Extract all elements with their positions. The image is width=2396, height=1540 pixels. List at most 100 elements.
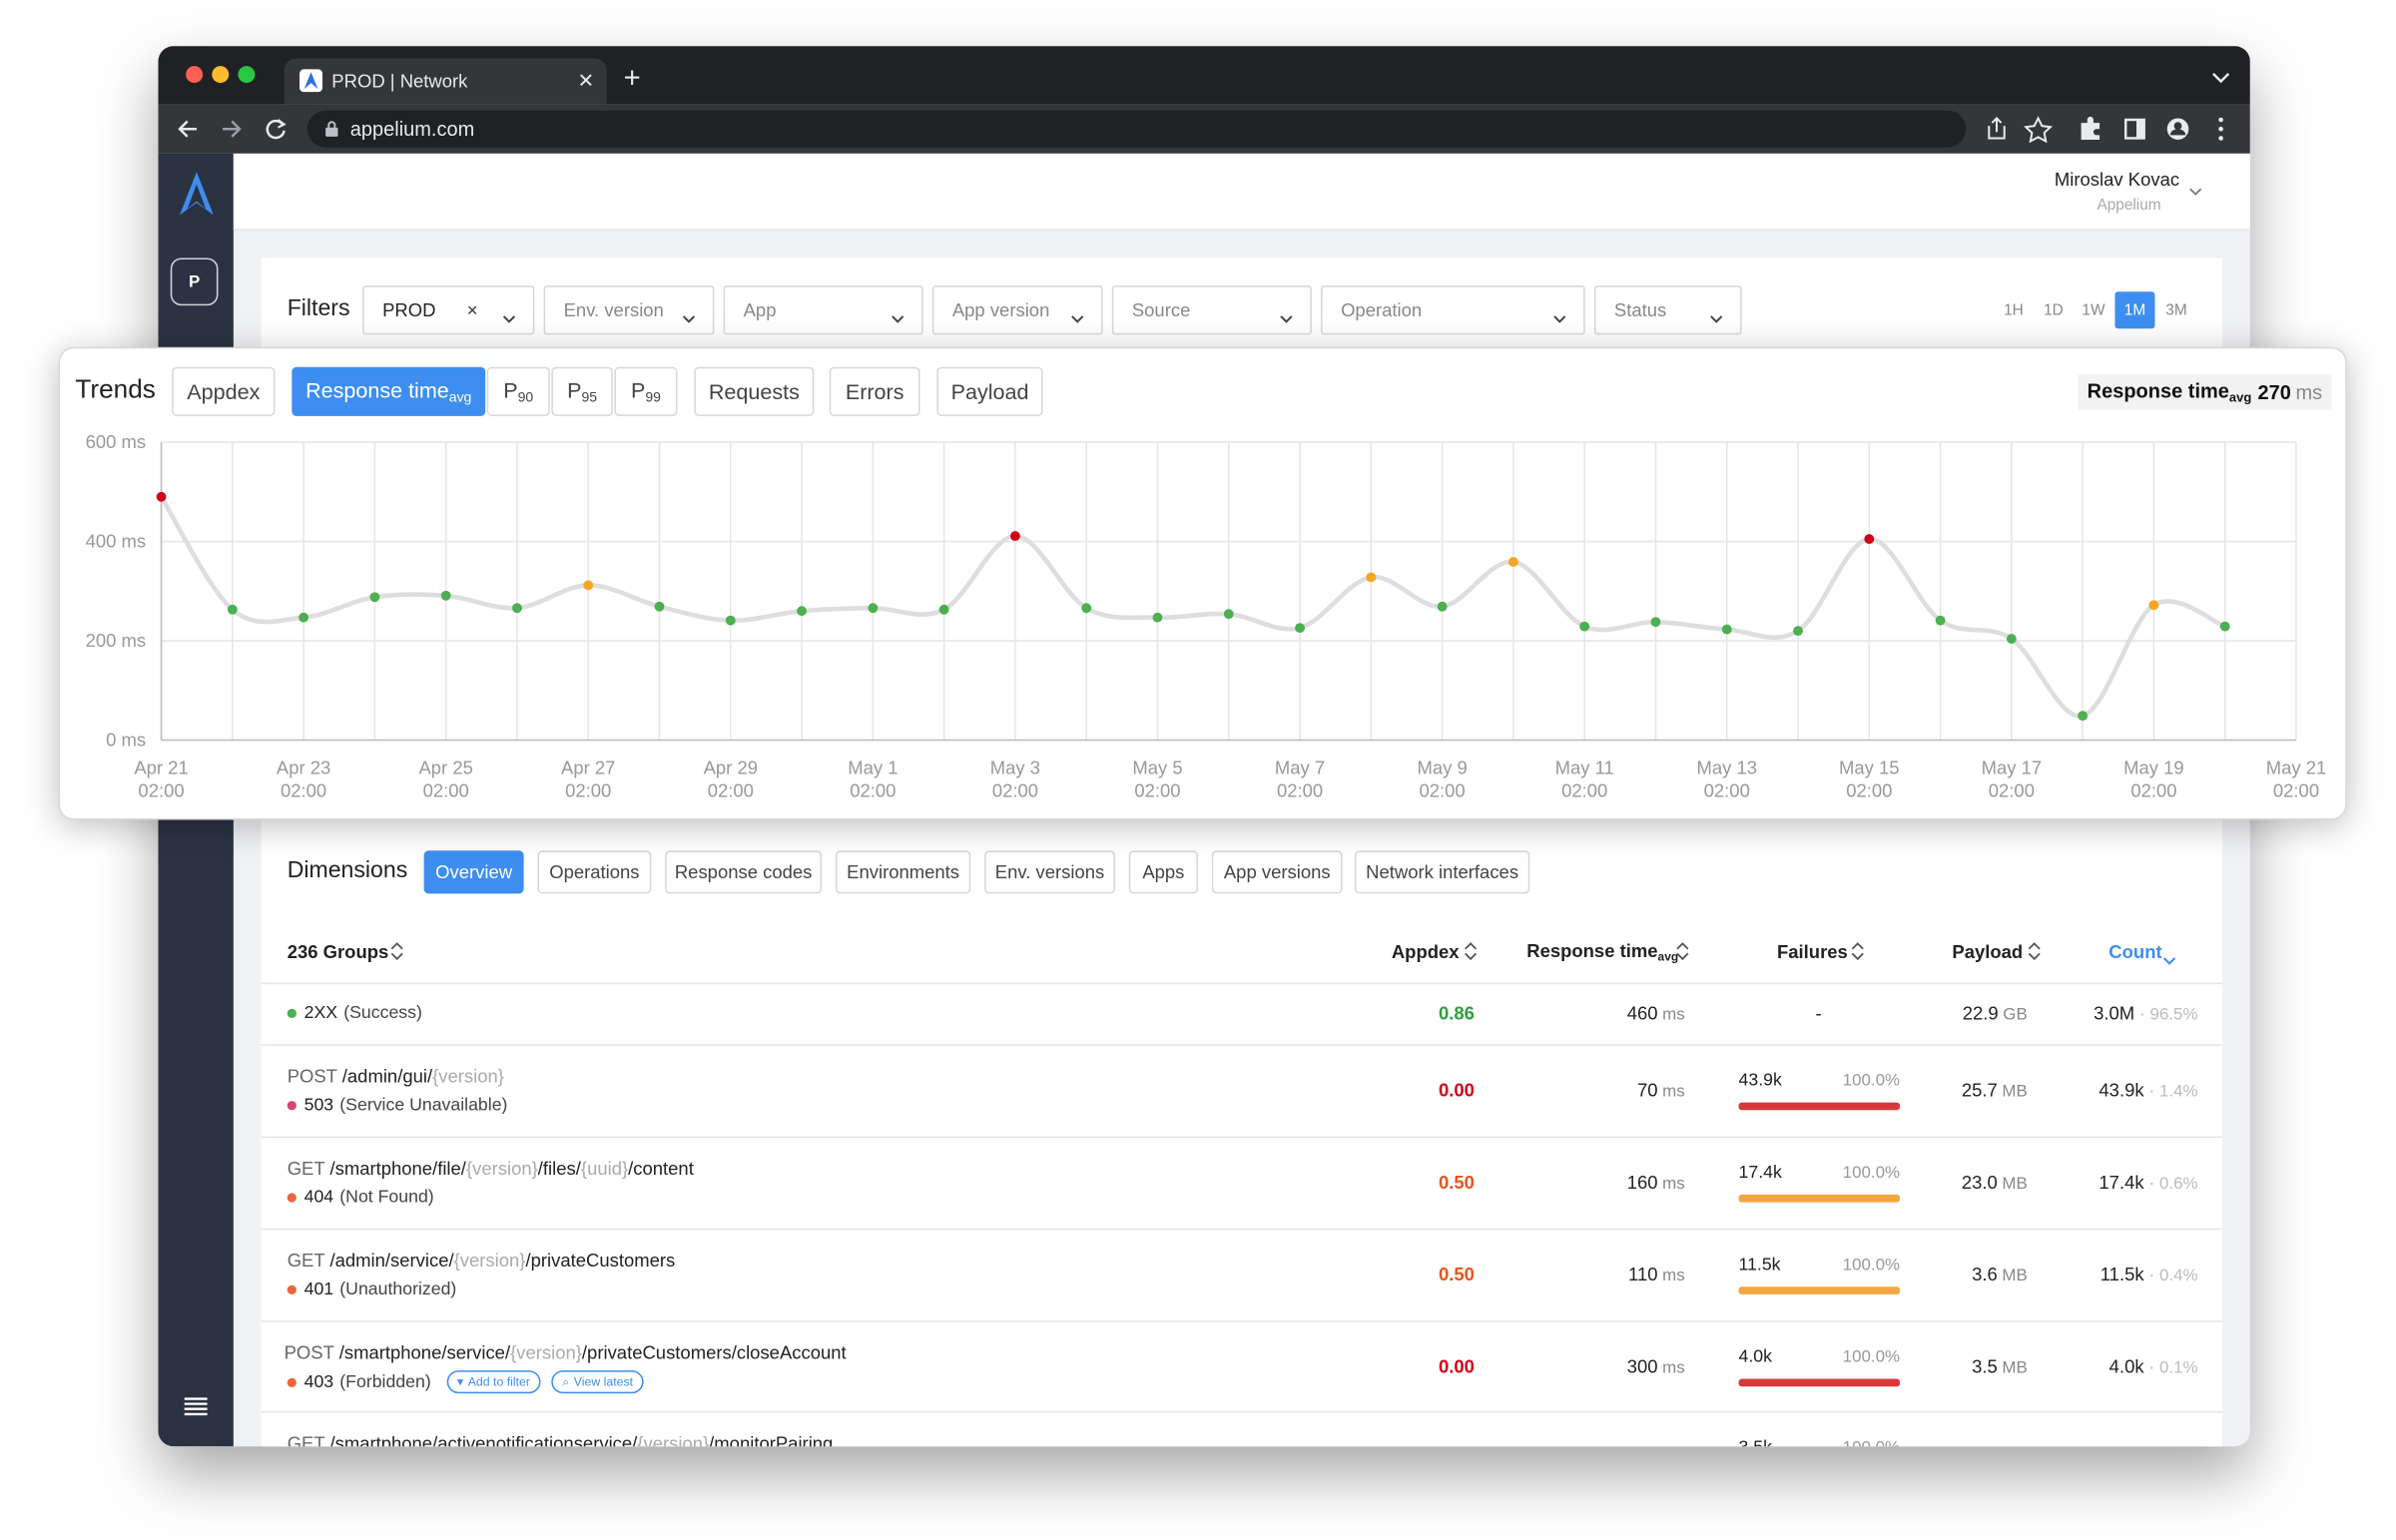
point	[2078, 711, 2089, 722]
sort-icon[interactable]	[2028, 941, 2042, 969]
clear-filter[interactable]: ×	[466, 299, 478, 321]
close-window[interactable]	[186, 66, 204, 84]
dimension-tab[interactable]: Operations	[537, 850, 652, 894]
close-tab[interactable]: ✕	[577, 69, 595, 93]
path-part: /monitorPairing	[709, 1432, 834, 1447]
column-header[interactable]: Payload	[1952, 941, 2023, 963]
payload-unit: MB	[2002, 1357, 2028, 1377]
point	[1650, 617, 1661, 628]
dimension-tab[interactable]: App versions	[1211, 850, 1343, 894]
column-header[interactable]: Appdex	[1392, 941, 1460, 963]
x-tick-label: 02:00	[2273, 779, 2319, 800]
trend-tab[interactable]: Appdex	[172, 366, 276, 416]
column-header[interactable]: Response timeavg	[1526, 940, 1678, 964]
trend-tab[interactable]: P95	[551, 366, 613, 416]
address-bar[interactable]: appelium.com	[306, 110, 1967, 148]
response-unit: ms	[1662, 1267, 1685, 1285]
appdex: 0.00	[1438, 1354, 1475, 1377]
filter-dropdown[interactable]: PROD ×	[362, 285, 535, 335]
filter-dropdown[interactable]: App version	[931, 285, 1103, 335]
filter-dropdown[interactable]: Operation	[1321, 285, 1585, 335]
dropdown-chevron	[1280, 304, 1294, 332]
status-code: 2XX	[303, 1004, 338, 1023]
dimension-tab[interactable]: Response codes	[665, 850, 823, 894]
minimize-window[interactable]	[212, 66, 230, 84]
filter-dropdown[interactable]: Status	[1593, 285, 1742, 335]
column-header-label: Count	[2108, 941, 2162, 963]
count-sep: ·	[2148, 1264, 2155, 1285]
x-tick-label: 02:00	[138, 779, 184, 800]
filter-dropdown[interactable]: Source	[1111, 285, 1312, 335]
row-action-label: View latest	[573, 1374, 634, 1389]
point	[797, 606, 808, 617]
trend-tab[interactable]: Errors	[829, 366, 920, 416]
user-name[interactable]: Miroslav Kovac	[2054, 169, 2180, 191]
user-menu-chevron[interactable]	[2188, 188, 2202, 197]
column-header[interactable]: 236 Groups	[288, 941, 389, 963]
row-divider	[261, 1044, 2223, 1046]
count: 3.0M · 96.5%	[2094, 1003, 2197, 1025]
x-tick-label: 02:00	[1989, 779, 2035, 800]
point	[2006, 634, 2017, 644]
trend-tab[interactable]: Payload	[936, 366, 1043, 416]
time-range[interactable]: 1H	[2004, 301, 2024, 319]
dimension-tab[interactable]: Network interfaces	[1354, 850, 1530, 894]
time-range[interactable]: 3M	[2165, 301, 2187, 319]
row-action-icon: ⌕	[562, 1374, 570, 1389]
toolbar-icons[interactable]	[1983, 115, 2240, 144]
point	[1437, 601, 1448, 612]
failures-share: 100.0%	[1842, 1071, 1901, 1091]
trend-tab-text: P99	[631, 378, 661, 405]
time-range[interactable]: 1W	[2082, 301, 2105, 319]
menu-icon[interactable]	[184, 1397, 208, 1416]
status-dot	[287, 1101, 297, 1111]
project-button[interactable]: P	[170, 257, 219, 306]
trend-tab-text: Requests	[709, 379, 800, 404]
sort-icon[interactable]	[1675, 941, 1689, 969]
path-part: {version}	[432, 1065, 504, 1088]
x-tick-label: 02:00	[1420, 779, 1466, 800]
status: 503 (Service Unavailable)	[287, 1096, 507, 1115]
payload-value: 3.6	[1972, 1264, 1998, 1285]
count-value: 3.0M	[2094, 1002, 2135, 1025]
x-tick-label: Apr 25	[418, 757, 472, 777]
time-range[interactable]: 1D	[2044, 301, 2064, 319]
trend-tab[interactable]: Requests	[694, 366, 815, 416]
browser-tab[interactable]: PROD | Network ✕	[284, 58, 607, 105]
filter-dropdown[interactable]: App	[723, 285, 923, 335]
time-range[interactable]: 1M	[2114, 291, 2155, 329]
sort-icon[interactable]	[1851, 941, 1865, 969]
payload-value: 3.5	[1972, 1354, 1998, 1377]
row-action[interactable]: ▾ Add to filter	[446, 1370, 541, 1394]
logo[interactable]	[177, 169, 217, 218]
sort-icon[interactable]	[390, 941, 404, 969]
maximize-window[interactable]	[238, 66, 256, 84]
trend-tab[interactable]: P90	[486, 366, 550, 416]
dimension-tab[interactable]: Overview	[423, 850, 524, 894]
dimension-tab[interactable]: Environments	[835, 850, 971, 894]
trend-tab[interactable]: P99	[614, 366, 678, 416]
failures-share: 100.0%	[1842, 1164, 1901, 1183]
trend-tab-text-sub: avg	[448, 389, 472, 405]
trend-tab[interactable]: Response timeavg	[292, 366, 486, 416]
point	[938, 604, 949, 615]
x-tick-label: 02:00	[2130, 779, 2176, 800]
row-action-icon: ▾	[456, 1374, 464, 1389]
column-header[interactable]: Count	[2108, 941, 2161, 963]
path-part: /content	[628, 1158, 694, 1180]
dimension-tab[interactable]: Env. versions	[984, 850, 1115, 894]
appdex: 0.50	[1438, 1171, 1475, 1194]
column-header[interactable]: Failures	[1777, 941, 1848, 963]
tab-menu[interactable]	[2211, 72, 2230, 84]
row-action[interactable]: ⌕ View latest	[551, 1370, 644, 1394]
payload-unit: GB	[2003, 1005, 2028, 1025]
filter-dropdown[interactable]: Env. version	[543, 285, 715, 335]
dimension-tab[interactable]: Apps	[1128, 850, 1199, 894]
response-value: 300	[1626, 1354, 1658, 1377]
filter-value: Status	[1613, 299, 1667, 321]
new-tab[interactable]: +	[623, 63, 641, 96]
sort-icon[interactable]	[1464, 941, 1478, 969]
nav-buttons[interactable]	[177, 117, 300, 142]
point	[1081, 603, 1092, 614]
point	[1864, 534, 1875, 545]
